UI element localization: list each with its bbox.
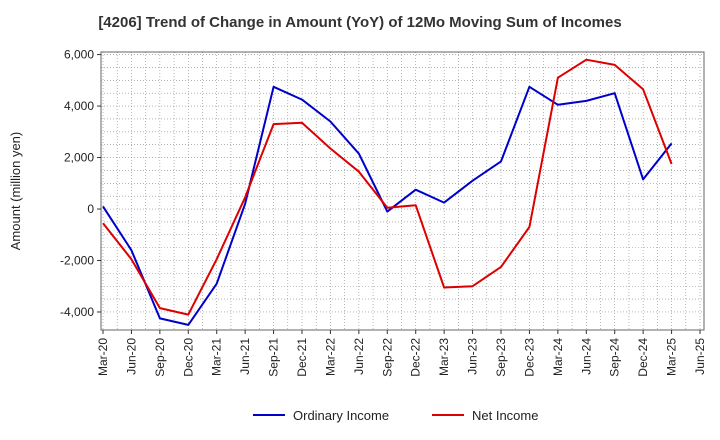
x-tick-label: Mar-25 (665, 338, 679, 376)
y-tick-label: 6,000 (64, 48, 94, 62)
y-tick-label: -4,000 (60, 305, 94, 319)
y-tick-label: 0 (87, 202, 94, 216)
x-tick-label: Dec-24 (636, 338, 650, 377)
plot-border (100, 51, 705, 331)
y-tick-label: 4,000 (64, 99, 94, 113)
x-tick-label: Dec-23 (522, 338, 536, 377)
series-line-ordinary-income (102, 85, 673, 326)
x-tick-label: Sep-21 (267, 338, 281, 377)
x-tick-label: Dec-22 (409, 338, 423, 377)
x-tick-label: Jun-22 (352, 338, 366, 375)
x-tick-label: Mar-21 (210, 338, 224, 376)
x-tick-label: Sep-23 (494, 338, 508, 377)
y-axis-ticks: 6,000 4,000 2,000 0 -2,000 -4,000 (60, 48, 101, 319)
x-tick-label: Jun-24 (579, 338, 593, 375)
x-tick-label: Jun-20 (124, 338, 138, 375)
x-axis-ticks: Mar-20 Jun-20 Sep-20 Dec-20 Mar-21 Jun-21 Sep-… (96, 330, 707, 377)
x-tick-label: Sep-22 (380, 338, 394, 377)
x-tick-label: Mar-24 (551, 338, 565, 376)
chart-title: [4206] Trend of Change in Amount (YoY) o… (98, 14, 622, 31)
x-tick-label: Jun-23 (466, 338, 480, 375)
x-tick-label: Dec-21 (295, 338, 309, 377)
x-tick-label: Dec-20 (181, 338, 195, 377)
x-tick-label: Sep-24 (608, 338, 622, 377)
x-tick-label: Mar-22 (323, 338, 337, 376)
x-tick-label: Jun-25 (693, 338, 707, 375)
x-tick-label: Mar-20 (96, 338, 110, 376)
series-lines (102, 58, 673, 326)
legend-label: Net Income (472, 408, 538, 423)
y-tick-label: 2,000 (64, 151, 94, 165)
x-tick-label: Sep-20 (153, 338, 167, 377)
plot-background (101, 52, 704, 330)
x-tick-label: Jun-21 (238, 338, 252, 375)
legend: Ordinary Income Net Income (253, 408, 538, 423)
series-line-net-income (102, 58, 673, 316)
legend-label: Ordinary Income (293, 408, 389, 423)
x-tick-label: Mar-23 (437, 338, 451, 376)
y-tick-label: -2,000 (60, 254, 94, 268)
y-axis-label: Amount (million yen) (8, 132, 23, 251)
